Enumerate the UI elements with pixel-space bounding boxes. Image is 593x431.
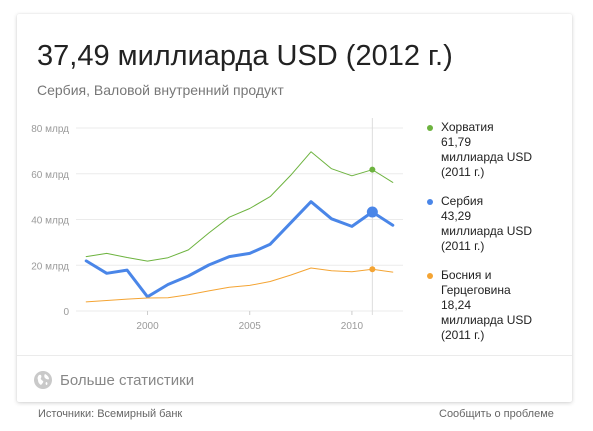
x-tick-label: 2010 [341,321,364,332]
x-tick-label: 2000 [136,321,159,332]
line-croatia [85,151,394,262]
more-stats-label: Больше статистики [60,371,195,389]
gdp-line-chart[interactable]: 0 20 млрд 40 млрд 60 млрд 80 млрд 2000 2005 201… [17,14,572,355]
legend-marker-serbia [427,199,433,205]
report-problem-link[interactable]: Сообщить о проблеме [439,408,554,420]
card-divider [17,355,572,356]
y-tick-label: 0 [63,307,69,318]
knowledge-card: 37,49 миллиарда USD (2012 г.) Сербия, Ва… [17,14,572,402]
legend-country-cont: Герцеговина [441,283,511,297]
point-serbia [366,206,378,218]
point-bosnia [369,266,376,273]
legend-unit: миллиарда USD [441,224,533,238]
legend-marker-croatia [427,125,433,131]
y-tick-label: 60 млрд [31,170,69,181]
line-serbia [84,200,395,299]
legend-value: 18,24 [441,298,472,312]
y-tick-label: 20 млрд [31,261,69,272]
subtitle: Сербия, Валовой внутренний продукт [37,82,284,98]
sources-text: Источники: Всемирный банк [38,408,183,420]
legend-value: 43,29 [441,209,472,223]
point-croatia [369,166,376,173]
y-tick-label: 40 млрд [31,216,69,227]
x-tick-label: 2005 [239,321,262,332]
headline-value: 37,49 миллиарда USD (2012 г.) [37,40,453,72]
legend-year: (2011 г.) [441,239,485,253]
globe-icon [34,371,52,389]
legend-country: Хорватия [441,120,494,134]
more-stats-link[interactable]: Больше статистики [33,369,194,391]
y-tick-label: 80 млрд [31,124,69,135]
legend-country: Босния и [441,268,492,282]
line-bosnia [85,267,394,303]
legend-year: (2011 г.) [441,328,485,342]
legend-value: 61,79 [441,135,472,149]
legend-unit: миллиарда USD [441,313,533,327]
legend-country: Сербия [441,194,484,208]
legend-year: (2011 г.) [441,165,485,179]
legend-marker-bosnia [427,273,433,279]
legend-unit: миллиарда USD [441,150,533,164]
